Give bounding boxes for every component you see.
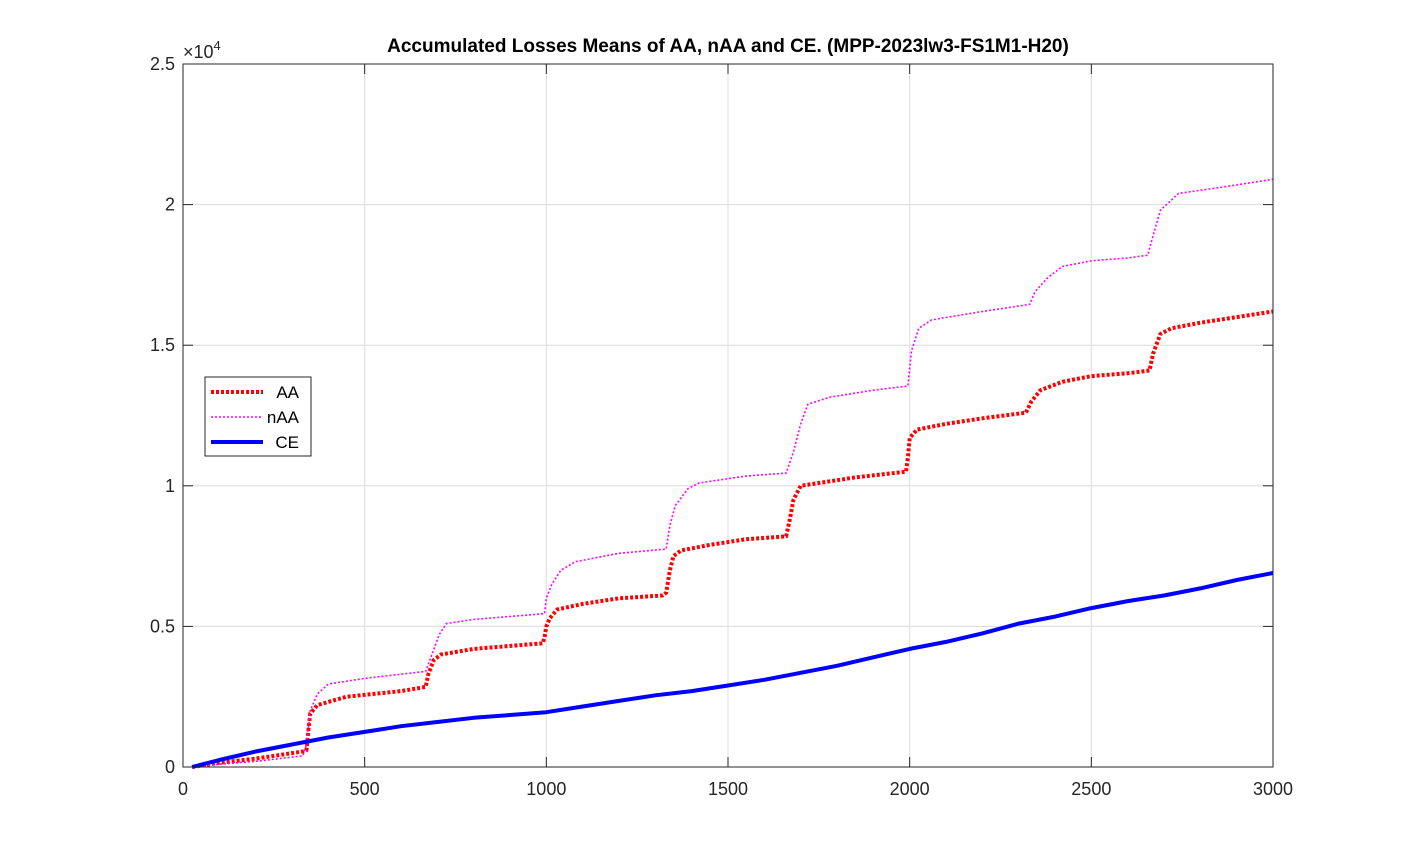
x-tick-label: 1500 bbox=[708, 779, 748, 799]
y-tick-label: 2.5 bbox=[150, 54, 175, 74]
ticks bbox=[182, 63, 1274, 768]
legend-label-aa: AA bbox=[276, 383, 299, 402]
x-tick-label: 1000 bbox=[526, 779, 566, 799]
y-tick-label: 2 bbox=[165, 195, 175, 215]
x-tick-label: 3000 bbox=[1253, 779, 1293, 799]
y-tick-label: 1 bbox=[165, 476, 175, 496]
y-tick-label: 1.5 bbox=[150, 335, 175, 355]
tick-labels: 0 500 1000 1500 2000 2500 3000 0 0.5 1 1.5 2 2.5 bbox=[150, 54, 1293, 799]
y-exponent-label: ×104 bbox=[183, 38, 221, 62]
chart-title: Accumulated Losses Means of AA, nAA and … bbox=[387, 36, 1069, 57]
x-tick-label: 500 bbox=[350, 779, 380, 799]
series-line-naa bbox=[192, 178, 1274, 768]
series-line-aa bbox=[191, 309, 1274, 769]
legend-label-naa: nAA bbox=[267, 408, 300, 427]
series-layer bbox=[191, 178, 1274, 769]
series-line-ce bbox=[191, 571, 1274, 769]
x-tick-label: 0 bbox=[178, 779, 188, 799]
y-tick-label: 0.5 bbox=[150, 616, 175, 636]
y-tick-label: 0 bbox=[165, 757, 175, 777]
legend-label-ce: CE bbox=[275, 433, 299, 452]
x-tick-label: 2000 bbox=[890, 779, 930, 799]
x-tick-label: 2500 bbox=[1071, 779, 1111, 799]
legend: AA nAA CE bbox=[204, 376, 312, 457]
